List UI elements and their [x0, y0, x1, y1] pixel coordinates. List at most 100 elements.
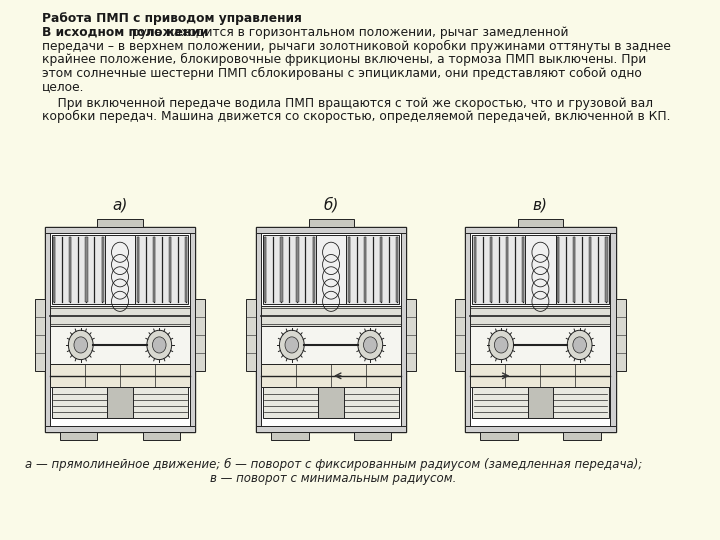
Bar [465, 227, 616, 233]
Bar [364, 237, 366, 302]
Bar [472, 387, 609, 419]
Text: в): в) [533, 198, 548, 213]
Bar [52, 387, 189, 419]
Circle shape [567, 330, 592, 360]
Bar [52, 235, 105, 305]
Bar [107, 387, 132, 419]
Bar [465, 227, 470, 432]
Bar [261, 306, 401, 326]
Bar [472, 235, 526, 305]
Bar [526, 235, 556, 305]
Bar [45, 227, 50, 432]
Circle shape [68, 330, 93, 360]
Text: Работа ПМП с приводом управления: Работа ПМП с приводом управления [42, 12, 302, 25]
Bar [401, 227, 406, 432]
Bar [50, 306, 190, 326]
Bar [309, 219, 354, 227]
Circle shape [147, 330, 171, 360]
Bar [256, 227, 406, 432]
Bar [102, 237, 104, 302]
Bar [556, 235, 609, 305]
Text: целое.: целое. [42, 80, 85, 93]
Bar [474, 237, 476, 302]
Bar [271, 432, 309, 440]
Bar [522, 237, 524, 302]
Bar [470, 326, 611, 365]
Bar [264, 237, 266, 302]
Circle shape [153, 337, 166, 353]
Bar [606, 237, 608, 302]
Circle shape [74, 337, 88, 353]
Bar [69, 237, 71, 302]
Text: а): а) [112, 198, 127, 213]
Bar [465, 426, 616, 432]
Bar [50, 326, 190, 365]
Bar [263, 387, 400, 419]
Bar [261, 364, 401, 387]
Bar [86, 237, 88, 302]
Bar [280, 237, 282, 302]
Bar [590, 237, 591, 302]
Bar [256, 227, 261, 432]
Text: При включенной передаче водила ПМП вращаются с той же скоростью, что и грузовой : При включенной передаче водила ПМП враща… [42, 97, 653, 110]
Bar [45, 227, 195, 233]
Bar [261, 326, 401, 365]
Text: б): б) [323, 197, 338, 213]
Circle shape [573, 337, 587, 353]
Bar [169, 237, 171, 302]
Text: а — прямолинейное движение; б — поворот с фиксированным радиусом (замедленная пе: а — прямолинейное движение; б — поворот … [25, 458, 642, 471]
Bar [256, 426, 406, 432]
Bar [573, 237, 575, 302]
Bar [35, 299, 45, 370]
Bar [380, 237, 382, 302]
Bar [195, 299, 205, 370]
Bar [465, 227, 616, 432]
Bar [396, 237, 398, 302]
Bar [506, 237, 508, 302]
Bar [105, 235, 135, 305]
Bar [455, 299, 465, 370]
Bar [480, 432, 518, 440]
Bar [137, 237, 139, 302]
Bar [256, 227, 406, 233]
Bar [557, 237, 559, 302]
Bar [490, 237, 492, 302]
Bar [611, 227, 616, 432]
Bar [263, 235, 316, 305]
Bar [45, 426, 195, 432]
Text: крайнее положение, блокировочные фрикционы включены, а тормоза ПМП выключены. Пр: крайнее положение, блокировочные фрикцио… [42, 53, 647, 66]
Circle shape [285, 337, 299, 353]
Bar [190, 227, 195, 432]
Bar [346, 235, 400, 305]
Circle shape [358, 330, 383, 360]
Circle shape [279, 330, 305, 360]
Bar [135, 235, 189, 305]
Text: передачи – в верхнем положении, рычаги золотниковой коробки пружинами оттянуты в: передачи – в верхнем положении, рычаги з… [42, 39, 671, 52]
Bar [50, 364, 190, 387]
Bar [354, 432, 391, 440]
Text: руль находится в горизонтальном положении, рычаг замедленной: руль находится в горизонтальном положени… [127, 26, 568, 39]
Bar [518, 219, 563, 227]
Bar [97, 219, 143, 227]
Bar [143, 432, 180, 440]
Bar [348, 237, 350, 302]
Bar [406, 299, 416, 370]
Text: этом солнечные шестерни ПМП сблокированы с эпициклами, они представляют собой од: этом солнечные шестерни ПМП сблокированы… [42, 66, 642, 79]
Bar [53, 237, 55, 302]
Bar [470, 364, 611, 387]
Bar [297, 237, 299, 302]
Text: В исходном положении: В исходном положении [42, 26, 209, 39]
Bar [153, 237, 155, 302]
Bar [246, 299, 256, 370]
Text: в — поворот с минимальным радиусом.: в — поворот с минимальным радиусом. [210, 472, 456, 485]
Bar [318, 387, 343, 419]
Bar [316, 235, 346, 305]
Bar [45, 227, 195, 432]
Text: коробки передач. Машина движется со скоростью, определяемой передачей, включенно: коробки передач. Машина движется со скор… [42, 110, 671, 123]
Bar [60, 432, 97, 440]
Circle shape [495, 337, 508, 353]
Bar [616, 299, 626, 370]
Circle shape [364, 337, 377, 353]
Bar [528, 387, 553, 419]
Bar [312, 237, 315, 302]
